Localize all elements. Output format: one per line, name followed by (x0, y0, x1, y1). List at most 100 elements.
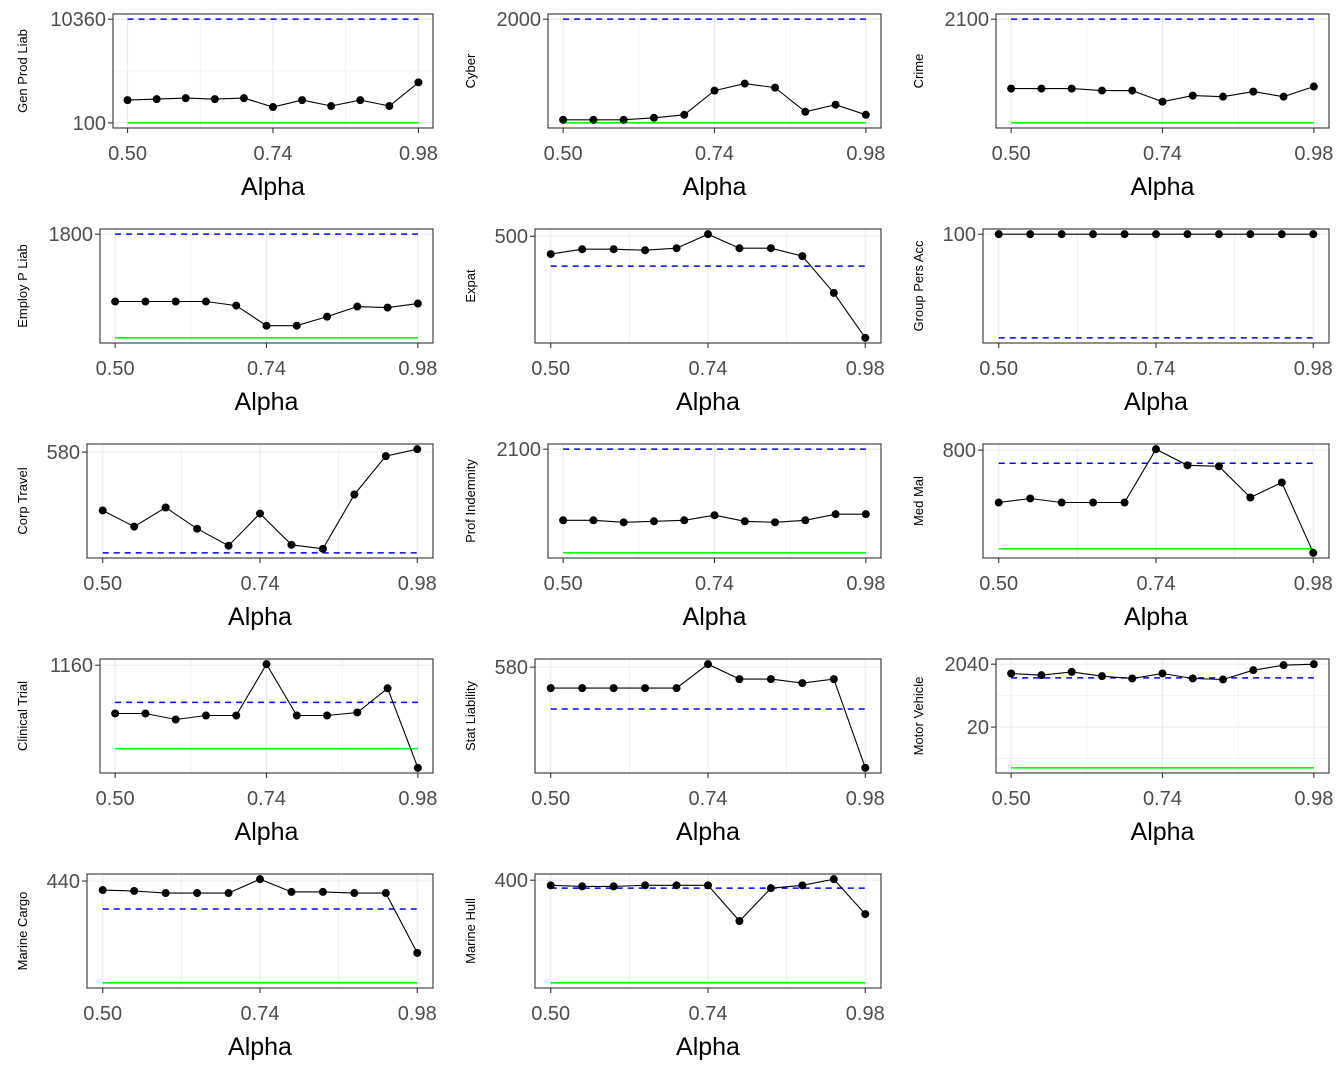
data-point (1057, 230, 1066, 239)
y-tick-label: 580 (47, 442, 80, 464)
data-point (356, 96, 365, 105)
x-tick-label: 0.74 (247, 358, 286, 380)
data-point (589, 516, 598, 525)
panel-gen-prod-liab: 100 10360 0.50 0.74 0.98 Alpha Gen Prod Liab (15, 9, 438, 201)
data-point (619, 115, 628, 124)
y-axis-title: Clinical Trial (15, 681, 30, 751)
y-tick-label: 500 (495, 226, 528, 248)
data-point (1188, 91, 1197, 100)
data-point (193, 524, 202, 533)
data-point (111, 709, 120, 718)
y-tick-label: 2100 (497, 439, 542, 461)
y-axis-title: Gen Prod Liab (15, 29, 30, 113)
data-point (181, 94, 190, 103)
x-tick-label: 0.98 (1294, 358, 1333, 380)
data-point (224, 541, 233, 550)
data-point (1246, 493, 1255, 502)
x-tick-label: 0.50 (83, 1003, 122, 1025)
data-point (829, 675, 838, 684)
data-point (559, 516, 568, 525)
data-point (1128, 674, 1137, 683)
data-point (1183, 461, 1192, 470)
data-point (123, 96, 132, 105)
data-point (740, 517, 749, 526)
data-point (766, 244, 775, 253)
data-point (353, 302, 362, 311)
data-point (323, 312, 332, 321)
data-point (1007, 84, 1016, 93)
data-point (161, 503, 170, 512)
data-point (1007, 669, 1016, 678)
data-point (1067, 84, 1076, 93)
data-point (413, 445, 422, 454)
y-axis-title: Marine Cargo (15, 892, 30, 971)
x-tick-label: 0.98 (398, 788, 437, 810)
y-axis-title: Stat Liability (463, 680, 478, 751)
x-tick-label: 0.98 (399, 143, 438, 165)
data-point (1152, 445, 1160, 454)
x-tick-label: 0.98 (846, 358, 885, 380)
data-point (641, 881, 650, 890)
data-point (152, 95, 161, 104)
data-point (735, 675, 744, 684)
data-point (649, 517, 658, 526)
data-point (609, 245, 618, 254)
data-point (269, 103, 277, 112)
y-tick-label: 400 (495, 870, 528, 892)
data-point (1097, 86, 1106, 95)
x-axis-title: Alpha (1124, 603, 1188, 631)
data-point (672, 244, 681, 253)
x-tick-label: 0.50 (83, 573, 122, 595)
x-tick-label: 0.98 (1294, 788, 1333, 810)
data-point (1067, 667, 1076, 676)
y-tick-label: 1800 (49, 224, 94, 246)
data-point (298, 96, 307, 105)
data-point (704, 881, 712, 890)
x-tick-label: 0.74 (247, 788, 286, 810)
x-tick-label: 0.98 (846, 788, 885, 810)
data-point (350, 889, 359, 898)
data-point (383, 303, 392, 312)
y-axis-title: Corp Travel (15, 467, 30, 534)
x-tick-label: 0.74 (254, 143, 293, 165)
data-point (1037, 671, 1046, 680)
y-axis-title: Motor Vehicle (911, 677, 926, 756)
x-axis-title: Alpha (1124, 388, 1188, 416)
x-axis-title: Alpha (1131, 818, 1195, 846)
data-point (383, 684, 392, 693)
data-point (801, 107, 810, 116)
y-tick-label: 800 (943, 440, 976, 462)
panel-marine-cargo: 440 0.50 0.74 0.98 Alpha Marine Cargo (15, 871, 437, 1061)
data-point (141, 709, 150, 718)
data-point (1037, 84, 1046, 93)
x-axis-title: Alpha (683, 173, 747, 201)
data-point (413, 763, 422, 772)
x-axis-title: Alpha (676, 818, 740, 846)
data-point (111, 297, 120, 306)
data-point (1277, 478, 1286, 487)
data-point (710, 86, 719, 95)
data-point (171, 715, 180, 724)
data-point (1158, 669, 1167, 678)
data-point (262, 660, 271, 669)
x-tick-label: 0.74 (1137, 573, 1176, 595)
data-point (801, 516, 810, 525)
data-point (559, 115, 568, 124)
data-point (861, 910, 870, 919)
data-point (831, 100, 840, 109)
data-point (256, 509, 264, 518)
data-point (1057, 498, 1066, 507)
data-point (994, 498, 1003, 507)
data-point (1309, 230, 1318, 239)
data-point (414, 78, 423, 87)
data-point (619, 518, 628, 527)
data-point (735, 916, 744, 925)
y-tick-label: 2040 (945, 654, 990, 676)
data-point (1026, 230, 1035, 239)
data-point (609, 684, 618, 693)
data-point (831, 510, 840, 519)
y-tick-label: 100 (943, 224, 976, 246)
data-point (141, 297, 150, 306)
x-tick-label: 0.50 (96, 358, 135, 380)
y-tick-label: 580 (495, 657, 528, 679)
